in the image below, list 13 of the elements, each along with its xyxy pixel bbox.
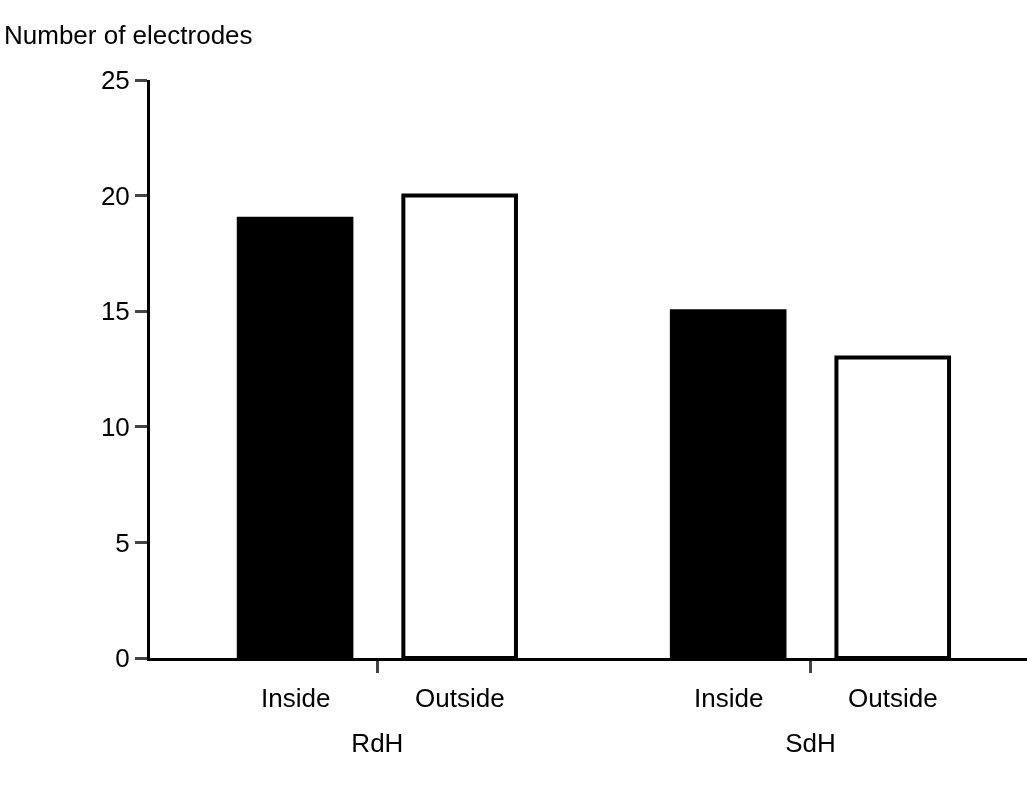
x-tick-label: SdH <box>785 728 836 759</box>
y-tick-label: 15 <box>100 296 130 327</box>
y-tick-label: 5 <box>115 527 130 558</box>
y-axis-title: Number of electrodes <box>4 20 253 50</box>
y-tick-label: 10 <box>100 411 130 442</box>
text: Inside <box>694 683 764 713</box>
text: Outside <box>848 683 938 713</box>
y-tick-label: 0 <box>115 643 130 674</box>
x-tick-label: RdH <box>351 728 404 759</box>
series-label: Outside <box>415 683 505 713</box>
series-label: Inside <box>261 683 331 713</box>
y-tick-label: 20 <box>100 180 130 211</box>
y-tick-label: 25 <box>100 65 130 96</box>
